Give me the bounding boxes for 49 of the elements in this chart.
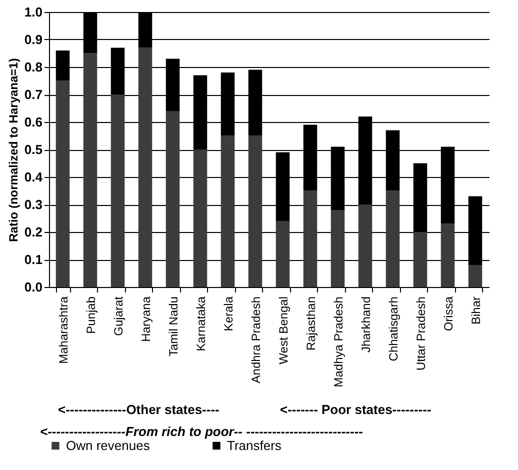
y-tick-label: 0.7 (24, 87, 42, 102)
y-tick-label: 0.5 (24, 142, 42, 157)
text: <------- Poor states--------- (280, 402, 432, 417)
legend-label: Transfers (227, 438, 282, 453)
x-tick-label: Madhya Pradesh (331, 296, 346, 388)
y-tick-label: 0.9 (24, 32, 42, 47)
x-tick-label: Uttar Pradesh (414, 296, 428, 371)
bar (220, 136, 235, 287)
x-tick-label: Haryana (138, 296, 153, 342)
bar (248, 136, 262, 287)
x-tick-label: Tamil Nadu (166, 296, 180, 357)
legend-label: Own revenues (66, 438, 150, 453)
bar (166, 111, 180, 287)
bar (276, 221, 290, 287)
y-axis-title: Ratio (normalized to Haryana=1) (6, 58, 20, 242)
bar (138, 48, 152, 287)
y-tick-label: 0.0 (24, 280, 42, 294)
x-tick-label: Karnataka (194, 296, 208, 352)
y-tick-label: 0.1 (24, 252, 42, 267)
y-tick-label: 0.4 (24, 170, 44, 184)
y-tick-label: 0.2 (24, 224, 42, 240)
x-tick-label: Jharkhand (358, 296, 373, 353)
y-tick-label: 1.0 (24, 4, 42, 20)
text: <------------------From rich to poor-- --------------------------- (40, 424, 364, 439)
bar (468, 265, 482, 287)
x-tick-label: Chhatisgarh (386, 296, 400, 362)
x-tick-label: Punjab (84, 296, 98, 334)
x-tick-label: Bihar (468, 296, 483, 325)
bar (56, 80, 70, 287)
x-tick-label: Maharashtra (56, 296, 70, 364)
y-tick-label: 0.3 (24, 197, 42, 212)
bar (83, 53, 98, 287)
x-tick-label: West Bengal (276, 296, 290, 364)
bar (386, 190, 400, 287)
y-tick-label: 0.8 (24, 60, 42, 74)
bar (110, 94, 125, 287)
bar (440, 224, 455, 287)
x-tick-label: Kerala (221, 296, 236, 332)
x-tick-label: Orissa (441, 296, 456, 332)
bar (193, 150, 208, 287)
text: <--------------Other states---- (58, 402, 220, 417)
bar (303, 190, 318, 287)
x-tick-label: Gujarat (111, 296, 126, 336)
bar (413, 232, 428, 287)
bar (358, 204, 372, 287)
x-tick-label: Andhra Pradesh (248, 296, 263, 384)
bar (330, 210, 345, 287)
y-tick-label: 0.6 (24, 114, 42, 130)
x-tick-label: Rajasthan (304, 296, 318, 351)
